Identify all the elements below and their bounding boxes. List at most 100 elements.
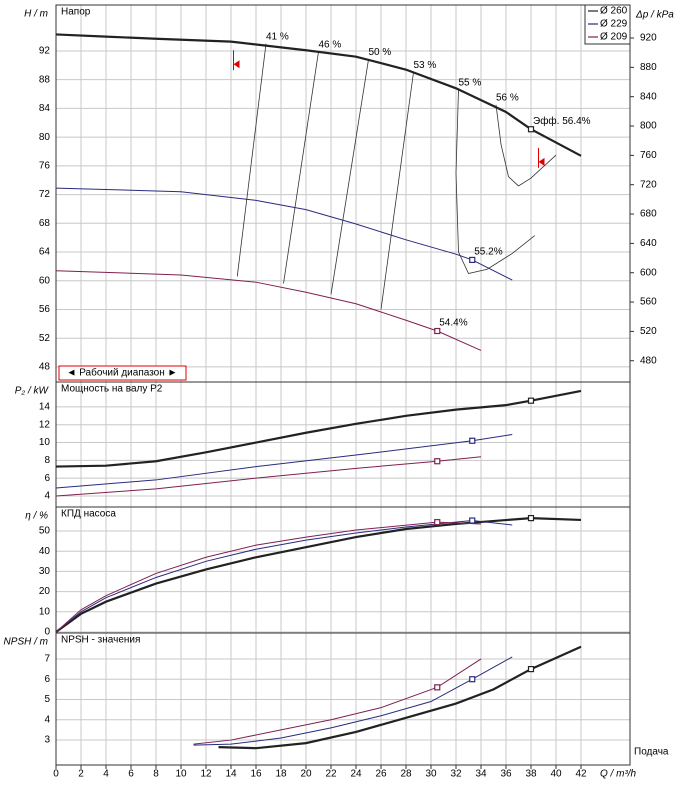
- duty-point: [527, 665, 535, 673]
- y2-tick-label: 800: [640, 121, 657, 132]
- duty-point-label: 54.4%: [439, 318, 467, 329]
- x-tick-label: 6: [128, 769, 134, 780]
- y-tick-label: 10: [39, 437, 51, 448]
- range-label: ◄ Рабочий диапазон ►: [67, 367, 178, 379]
- duty-point: [434, 327, 441, 335]
- y-tick-label: 30: [39, 566, 51, 577]
- iso-efficiency-label: 50 %: [369, 47, 392, 58]
- x-tick-label: 42: [575, 769, 587, 780]
- y-tick-label: 14: [39, 402, 51, 413]
- iso-efficiency-label: 41 %: [266, 31, 289, 42]
- y-tick-label: 20: [39, 586, 51, 597]
- y2-tick-label: 640: [640, 238, 657, 249]
- curve: [55, 270, 482, 351]
- x-tick-label: 14: [225, 769, 237, 780]
- x-tick-label: 22: [325, 769, 337, 780]
- plot-frame: [55, 4, 631, 383]
- duty-point: [434, 519, 441, 526]
- plot-frame: [55, 506, 631, 634]
- x-axis-label: Q / m³/h: [600, 769, 637, 780]
- panel-title: NPSH - значения: [61, 635, 140, 646]
- y2-tick-label: 880: [640, 62, 657, 73]
- x-tick-label: 30: [425, 769, 437, 780]
- x-axis-caption: Подача: [634, 747, 669, 758]
- iso-efficiency-line: [455, 89, 535, 275]
- range-marker: [233, 60, 240, 69]
- iso-efficiency-label: 55 %: [459, 77, 482, 88]
- curve: [218, 645, 582, 750]
- legend-entry: Ø 209: [600, 32, 628, 43]
- duty-point-label: 55.2%: [474, 247, 502, 258]
- x-tick-label: 12: [200, 769, 212, 780]
- iso-efficiency-line: [380, 72, 414, 310]
- duty-point: [434, 458, 441, 465]
- curve: [55, 434, 513, 489]
- iso-efficiency-line: [283, 51, 319, 284]
- x-tick-label: 20: [300, 769, 312, 780]
- duty-point-label: Эфф. 56.4%: [533, 115, 591, 127]
- x-tick-label: 2: [78, 769, 84, 780]
- iso-efficiency-line: [330, 59, 369, 295]
- curve: [55, 520, 513, 633]
- y-tick-label: 5: [44, 694, 50, 705]
- curve: [193, 656, 513, 746]
- y-tick-label: 72: [39, 189, 51, 200]
- y-tick-label: 4: [44, 491, 50, 502]
- y-tick-label: 92: [39, 46, 51, 57]
- plot-frame: [55, 381, 631, 508]
- y-tick-label: 68: [39, 218, 51, 229]
- duty-point: [469, 437, 476, 444]
- iso-efficiency-line: [236, 43, 267, 277]
- y-axis-label: η / %: [25, 511, 48, 522]
- duty-point: [469, 676, 476, 683]
- duty-point: [434, 684, 441, 691]
- duty-point: [527, 126, 535, 133]
- duty-point: [527, 515, 535, 522]
- x-tick-label: 16: [250, 769, 262, 780]
- y-tick-label: 6: [44, 473, 50, 484]
- curve: [55, 389, 582, 468]
- curve: [55, 456, 482, 497]
- x-tick-label: 4: [103, 769, 109, 780]
- y-tick-label: 84: [39, 103, 51, 114]
- iso-efficiency-line: [495, 104, 557, 187]
- y2-tick-label: 520: [640, 326, 657, 337]
- y-tick-label: 6: [44, 674, 50, 685]
- y-tick-label: 4: [44, 714, 50, 725]
- curve: [55, 521, 482, 633]
- y-tick-label: 80: [39, 132, 51, 143]
- x-tick-label: 36: [500, 769, 512, 780]
- y2-tick-label: 680: [640, 209, 657, 220]
- y2-tick-label: 720: [640, 179, 657, 190]
- y-tick-label: 48: [39, 362, 51, 373]
- y-axis-label: P₂ / kW: [15, 386, 50, 397]
- panel-title: Мощность на валу P2: [61, 384, 163, 395]
- y-tick-label: 88: [39, 74, 51, 85]
- y-tick-label: 7: [44, 654, 50, 665]
- y2-tick-label: 560: [640, 297, 657, 308]
- range-box: [58, 365, 187, 381]
- iso-efficiency-label: 53 %: [414, 60, 437, 71]
- y-tick-label: 56: [39, 304, 51, 315]
- y-tick-label: 76: [39, 160, 51, 171]
- y2-axis-label: Δp / kPa: [635, 10, 674, 21]
- x-tick-label: 28: [400, 769, 412, 780]
- x-tick-label: 26: [375, 769, 387, 780]
- y2-tick-label: 760: [640, 150, 657, 161]
- curve: [193, 658, 482, 745]
- x-tick-label: 10: [175, 769, 187, 780]
- x-tick-label: 8: [153, 769, 159, 780]
- x-tick-label: 24: [350, 769, 362, 780]
- x-tick-label: 38: [525, 769, 537, 780]
- y-tick-label: 10: [39, 606, 51, 617]
- y-tick-label: 52: [39, 333, 51, 344]
- duty-point: [469, 256, 476, 264]
- y2-tick-label: 600: [640, 267, 657, 278]
- duty-point: [527, 397, 535, 404]
- iso-efficiency-label: 46 %: [319, 39, 342, 50]
- range-marker: [538, 157, 545, 166]
- y-axis-label: NPSH / m: [4, 637, 48, 648]
- y2-tick-label: 480: [640, 355, 657, 366]
